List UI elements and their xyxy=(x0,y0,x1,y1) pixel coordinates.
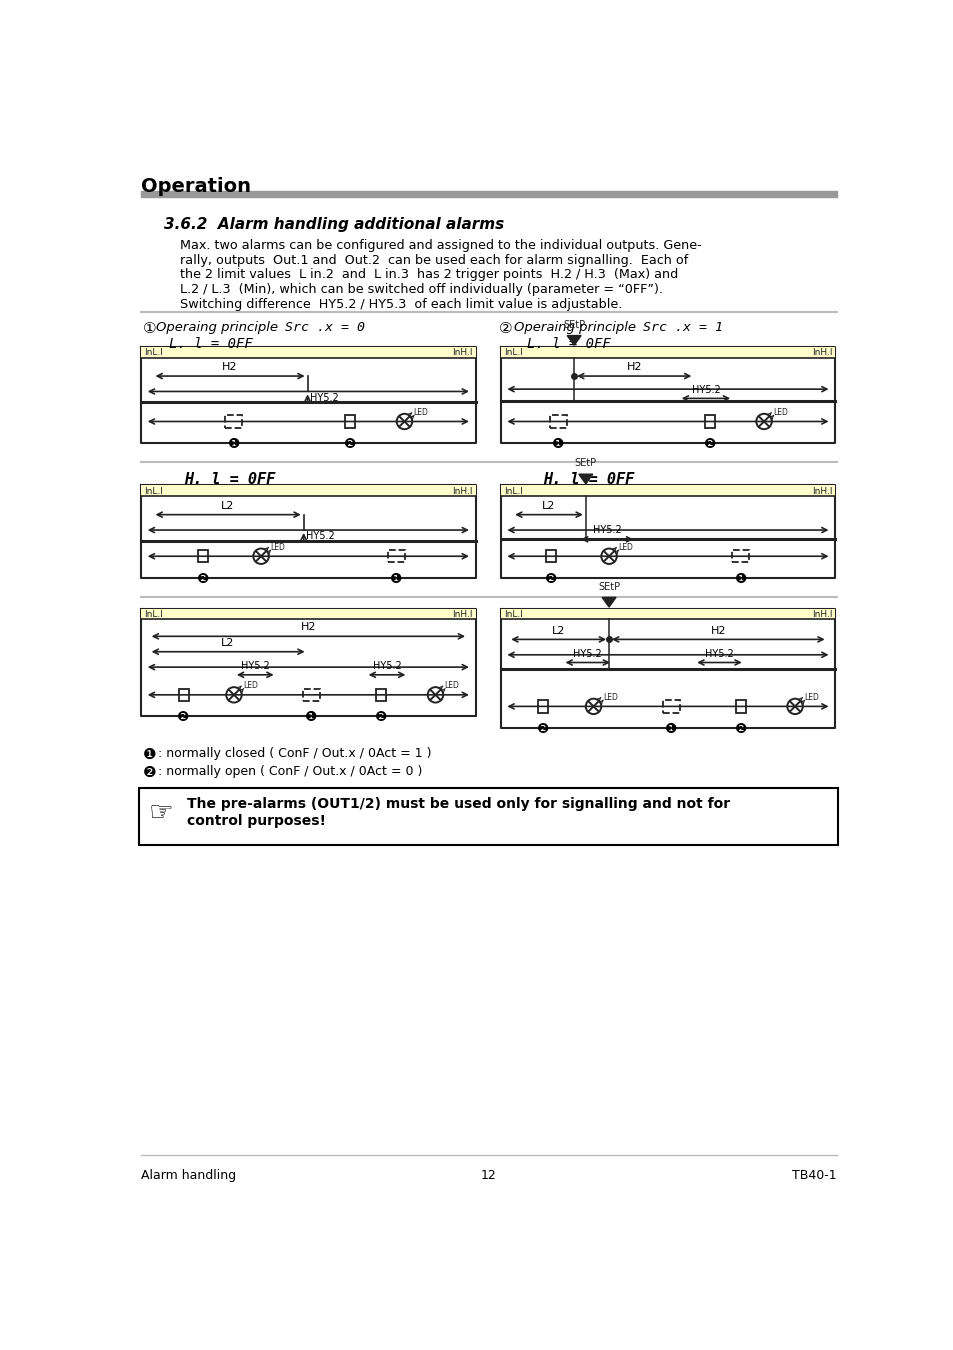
Text: InH.l: InH.l xyxy=(452,610,472,620)
Text: InH.l: InH.l xyxy=(452,348,472,358)
Text: ❶: ❶ xyxy=(305,710,317,724)
Text: ❷: ❷ xyxy=(196,571,209,586)
Text: ☞: ☞ xyxy=(149,799,173,826)
Text: InL.l: InL.l xyxy=(503,487,522,495)
Text: LED: LED xyxy=(243,682,258,690)
Text: HY5.2: HY5.2 xyxy=(306,531,335,541)
Bar xyxy=(178,688,189,701)
Text: HY5.2: HY5.2 xyxy=(592,525,620,536)
Text: LED: LED xyxy=(444,682,459,690)
Text: L2: L2 xyxy=(541,501,555,510)
Bar xyxy=(345,416,355,428)
Text: Operaing principle: Operaing principle xyxy=(514,321,636,335)
Text: ❷: ❷ xyxy=(544,571,557,586)
Bar xyxy=(500,609,835,620)
Text: InL.l: InL.l xyxy=(144,487,163,495)
Text: InH.l: InH.l xyxy=(811,348,831,358)
Text: HY5.2: HY5.2 xyxy=(704,648,733,659)
Text: 3.6.2  Alarm handling additional alarms: 3.6.2 Alarm handling additional alarms xyxy=(164,217,504,232)
Text: LED: LED xyxy=(803,693,819,702)
Text: Src .x = 0: Src .x = 0 xyxy=(276,321,364,335)
Text: LED: LED xyxy=(773,408,787,417)
Polygon shape xyxy=(578,474,592,483)
Text: L2: L2 xyxy=(221,501,234,510)
Polygon shape xyxy=(567,336,580,346)
Bar xyxy=(500,347,835,358)
Text: Max. two alarms can be configured and assigned to the individual outputs. Gene-: Max. two alarms can be configured and as… xyxy=(179,239,700,252)
Text: HY5.2: HY5.2 xyxy=(310,393,338,402)
Text: ❶: ❶ xyxy=(552,437,564,451)
Text: L. l = 0FF: L. l = 0FF xyxy=(526,336,610,351)
Text: ❶: ❶ xyxy=(734,571,746,586)
Text: ❷: ❷ xyxy=(177,710,190,724)
Text: LED: LED xyxy=(270,543,285,552)
Text: ②: ② xyxy=(498,321,512,336)
Text: SEtP: SEtP xyxy=(562,320,584,329)
Bar xyxy=(545,549,556,563)
Text: HY5.2: HY5.2 xyxy=(373,662,401,671)
Text: the 2 limit values  L in.2  and  L in.3  has 2 trigger points  H.2 / H.3  (Max) : the 2 limit values L in.2 and L in.3 has… xyxy=(179,269,678,281)
Text: SEtP: SEtP xyxy=(574,459,597,468)
Text: LED: LED xyxy=(602,693,618,702)
Text: Operaing principle: Operaing principle xyxy=(156,321,278,335)
Text: Alarm handling: Alarm handling xyxy=(141,1169,235,1183)
Text: InH.l: InH.l xyxy=(811,487,831,495)
Text: H2: H2 xyxy=(626,362,641,373)
Bar xyxy=(704,416,714,428)
Text: ❷: ❷ xyxy=(344,437,356,451)
Text: HY5.2: HY5.2 xyxy=(691,385,720,394)
Text: InH.l: InH.l xyxy=(452,487,472,495)
Bar xyxy=(141,609,476,620)
Text: ❷: ❷ xyxy=(142,765,156,780)
Bar xyxy=(141,347,476,358)
Text: H2: H2 xyxy=(710,625,725,636)
Bar xyxy=(375,688,386,701)
Text: InL.l: InL.l xyxy=(503,610,522,620)
Text: ❷: ❷ xyxy=(734,722,746,736)
Text: InL.l: InL.l xyxy=(503,348,522,358)
Text: L2: L2 xyxy=(221,637,234,648)
Text: ❶: ❶ xyxy=(228,437,240,451)
Text: H. l = 0FF: H. l = 0FF xyxy=(542,471,634,486)
Text: ❷: ❷ xyxy=(375,710,387,724)
Bar xyxy=(141,486,476,497)
Bar xyxy=(735,701,745,713)
Text: HY5.2: HY5.2 xyxy=(241,662,270,671)
Text: ❶: ❶ xyxy=(664,722,677,736)
Text: H2: H2 xyxy=(222,362,237,373)
Text: The pre-alarms (OUT1/2) must be used only for signalling and not for: The pre-alarms (OUT1/2) must be used onl… xyxy=(187,798,730,811)
Text: Switching difference  HY5.2 / HY5.3  of each limit value is adjustable.: Switching difference HY5.2 / HY5.3 of ea… xyxy=(179,297,621,310)
Text: L.2 / L.3  (Min), which can be switched off individually (parameter = “0FF”).: L.2 / L.3 (Min), which can be switched o… xyxy=(179,284,662,296)
Text: InL.l: InL.l xyxy=(144,348,163,358)
Text: HY5.2: HY5.2 xyxy=(573,648,601,659)
Text: : normally closed ( ConF / Out.x / 0Act = 1 ): : normally closed ( ConF / Out.x / 0Act … xyxy=(158,747,431,760)
Text: L. l = 0FF: L. l = 0FF xyxy=(169,336,253,351)
Text: L2: L2 xyxy=(552,625,565,636)
Text: rally, outputs  Out.1 and  Out.2  can be used each for alarm signalling.  Each o: rally, outputs Out.1 and Out.2 can be us… xyxy=(179,254,687,267)
Text: Operation: Operation xyxy=(141,177,251,196)
Text: InH.l: InH.l xyxy=(811,610,831,620)
Text: LED: LED xyxy=(618,543,633,552)
Text: ❶: ❶ xyxy=(390,571,402,586)
Text: ①: ① xyxy=(142,321,156,336)
Text: Src .x = 1: Src .x = 1 xyxy=(634,321,721,335)
Text: : normally open ( ConF / Out.x / 0Act = 0 ): : normally open ( ConF / Out.x / 0Act = … xyxy=(158,765,422,778)
Polygon shape xyxy=(601,597,616,608)
Text: LED: LED xyxy=(414,408,428,417)
Text: InL.l: InL.l xyxy=(144,610,163,620)
Bar xyxy=(197,549,208,563)
Text: H2: H2 xyxy=(300,622,315,632)
Bar xyxy=(500,486,835,497)
Text: TB40-1: TB40-1 xyxy=(791,1169,836,1183)
Text: ❷: ❷ xyxy=(702,437,716,451)
Text: ❶: ❶ xyxy=(142,747,156,763)
Bar xyxy=(537,701,548,713)
Text: 12: 12 xyxy=(480,1169,497,1183)
Text: SEtP: SEtP xyxy=(598,582,619,591)
Text: H. l = 0FF: H. l = 0FF xyxy=(183,471,274,486)
Text: control purposes!: control purposes! xyxy=(187,814,326,828)
Text: ❷: ❷ xyxy=(537,722,549,736)
